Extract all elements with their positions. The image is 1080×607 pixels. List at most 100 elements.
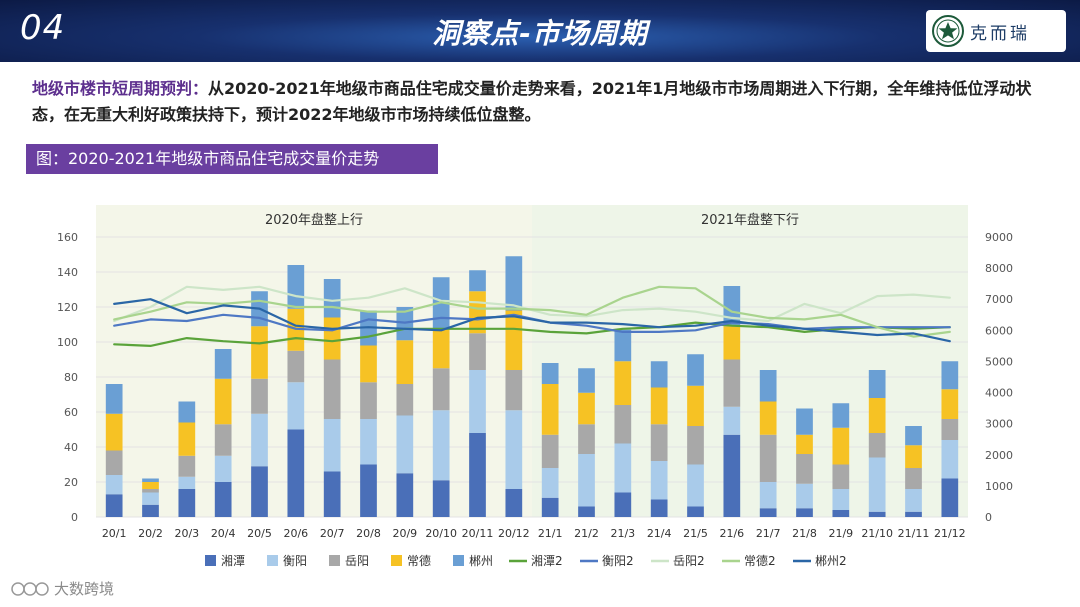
legend-label: 岳阳 bbox=[345, 554, 369, 568]
x-tick-label: 21/12 bbox=[934, 527, 966, 540]
x-tick-label: 20/4 bbox=[211, 527, 236, 540]
bar-segment bbox=[832, 403, 850, 428]
bar-segment bbox=[687, 426, 704, 465]
bar-segment bbox=[432, 277, 450, 330]
bar-segment bbox=[796, 454, 813, 484]
bar-segment bbox=[941, 478, 959, 517]
y-left-tick-label: 40 bbox=[64, 441, 78, 454]
bar-segment bbox=[541, 434, 559, 468]
bar-segment bbox=[323, 419, 341, 472]
bar-segment bbox=[905, 468, 922, 489]
x-tick-label: 21/8 bbox=[792, 527, 817, 540]
y-right-tick-label: 6000 bbox=[985, 324, 1013, 337]
page-title: 洞察点-市场周期 bbox=[432, 17, 648, 50]
x-tick-label: 21/11 bbox=[898, 527, 930, 540]
legend-swatch bbox=[329, 555, 340, 566]
bar-segment bbox=[251, 378, 268, 414]
bar-segment bbox=[941, 440, 959, 479]
bar-segment bbox=[650, 387, 668, 425]
bar-segment bbox=[142, 489, 159, 493]
volume-price-chart: 2020年盘整上行 2021年盘整下行 0 20 40 60 80 100 120 140 160 0… bbox=[57, 205, 1013, 568]
bar-segment bbox=[214, 349, 232, 379]
x-tick-label: 21/9 bbox=[828, 527, 853, 540]
bar-segment bbox=[832, 427, 850, 465]
bar-segment bbox=[578, 424, 595, 454]
bar-segment bbox=[142, 504, 159, 517]
bar-segment bbox=[687, 506, 704, 517]
x-tick-label: 20/9 bbox=[392, 527, 417, 540]
y-left-tick-label: 120 bbox=[57, 301, 78, 314]
bar-segment bbox=[105, 475, 123, 495]
bar-segment bbox=[105, 494, 123, 517]
bar-segment bbox=[178, 401, 196, 423]
bar-segment bbox=[505, 370, 523, 411]
bar-segment bbox=[469, 270, 486, 292]
bar-segment bbox=[432, 410, 450, 481]
bar-segment bbox=[759, 370, 777, 402]
x-tick-label: 20/5 bbox=[247, 527, 272, 540]
legend-label: 常德2 bbox=[744, 553, 776, 568]
bar-segment bbox=[505, 256, 523, 311]
bar-segment bbox=[832, 464, 850, 489]
bar-segment bbox=[469, 370, 486, 433]
bar-segment bbox=[178, 476, 196, 489]
y-left-tick-label: 0 bbox=[71, 511, 78, 524]
bar-segment bbox=[759, 508, 777, 517]
y-right-tick-label: 4000 bbox=[985, 387, 1013, 400]
legend-label: 湘潭 bbox=[221, 553, 245, 568]
bar-segment bbox=[759, 434, 777, 482]
bar-segment bbox=[360, 345, 377, 383]
bar-segment bbox=[541, 384, 559, 435]
x-tick-label: 20/3 bbox=[174, 527, 199, 540]
bar-segment bbox=[505, 489, 523, 517]
watermark-text: 大数跨境 bbox=[54, 580, 115, 598]
y-left-tick-label: 100 bbox=[57, 336, 78, 349]
legend-label: 郴州 bbox=[469, 554, 493, 568]
y-right-tick-label: 1000 bbox=[985, 480, 1013, 493]
period-band-label: 2020年盘整上行 bbox=[265, 212, 363, 228]
x-tick-label: 20/7 bbox=[320, 527, 345, 540]
bar-segment bbox=[360, 382, 377, 419]
bar-segment bbox=[432, 368, 450, 411]
bar-segment bbox=[178, 489, 196, 517]
y-right-tick-label: 2000 bbox=[985, 449, 1013, 462]
bar-segment bbox=[578, 454, 595, 507]
y-right-tick-label: 9000 bbox=[985, 231, 1013, 244]
bar-segment bbox=[396, 340, 414, 384]
bar-segment bbox=[469, 433, 486, 517]
bar-segment bbox=[505, 410, 523, 489]
bar-segment bbox=[142, 482, 159, 489]
legend-label: 湘潭2 bbox=[531, 553, 563, 568]
bar-segment bbox=[323, 279, 341, 318]
bar-segment bbox=[287, 429, 305, 517]
legend-swatch bbox=[453, 555, 464, 566]
bar-segment bbox=[142, 492, 159, 505]
bar-segment bbox=[251, 326, 268, 379]
y-left-tick-label: 80 bbox=[64, 371, 78, 384]
bar-segment bbox=[832, 510, 850, 517]
legend-swatch bbox=[391, 555, 402, 566]
bar-segment bbox=[432, 329, 450, 369]
watermark: 大数跨境 bbox=[10, 578, 114, 599]
x-tick-label: 21/4 bbox=[647, 527, 672, 540]
period-band bbox=[532, 205, 968, 517]
bar-segment bbox=[796, 408, 813, 435]
series-line bbox=[113, 321, 951, 347]
bar-segment bbox=[541, 497, 559, 517]
bar-segment bbox=[614, 405, 632, 444]
bar-segment bbox=[723, 406, 741, 435]
bar-segment bbox=[650, 499, 668, 517]
slide-number: 04 bbox=[20, 8, 66, 48]
bar-segment bbox=[251, 413, 268, 467]
bar-segment bbox=[796, 434, 813, 454]
bar-segment bbox=[287, 382, 305, 430]
bar-segment bbox=[541, 468, 559, 498]
bar-segment bbox=[396, 415, 414, 474]
bar-segment bbox=[614, 329, 632, 362]
legend-label: 衡阳2 bbox=[602, 554, 634, 568]
x-tick-label: 20/10 bbox=[425, 527, 457, 540]
bar-segment bbox=[396, 473, 414, 517]
bar-segment bbox=[687, 464, 704, 507]
bar-segment bbox=[469, 291, 486, 334]
bar-segment bbox=[323, 317, 341, 360]
